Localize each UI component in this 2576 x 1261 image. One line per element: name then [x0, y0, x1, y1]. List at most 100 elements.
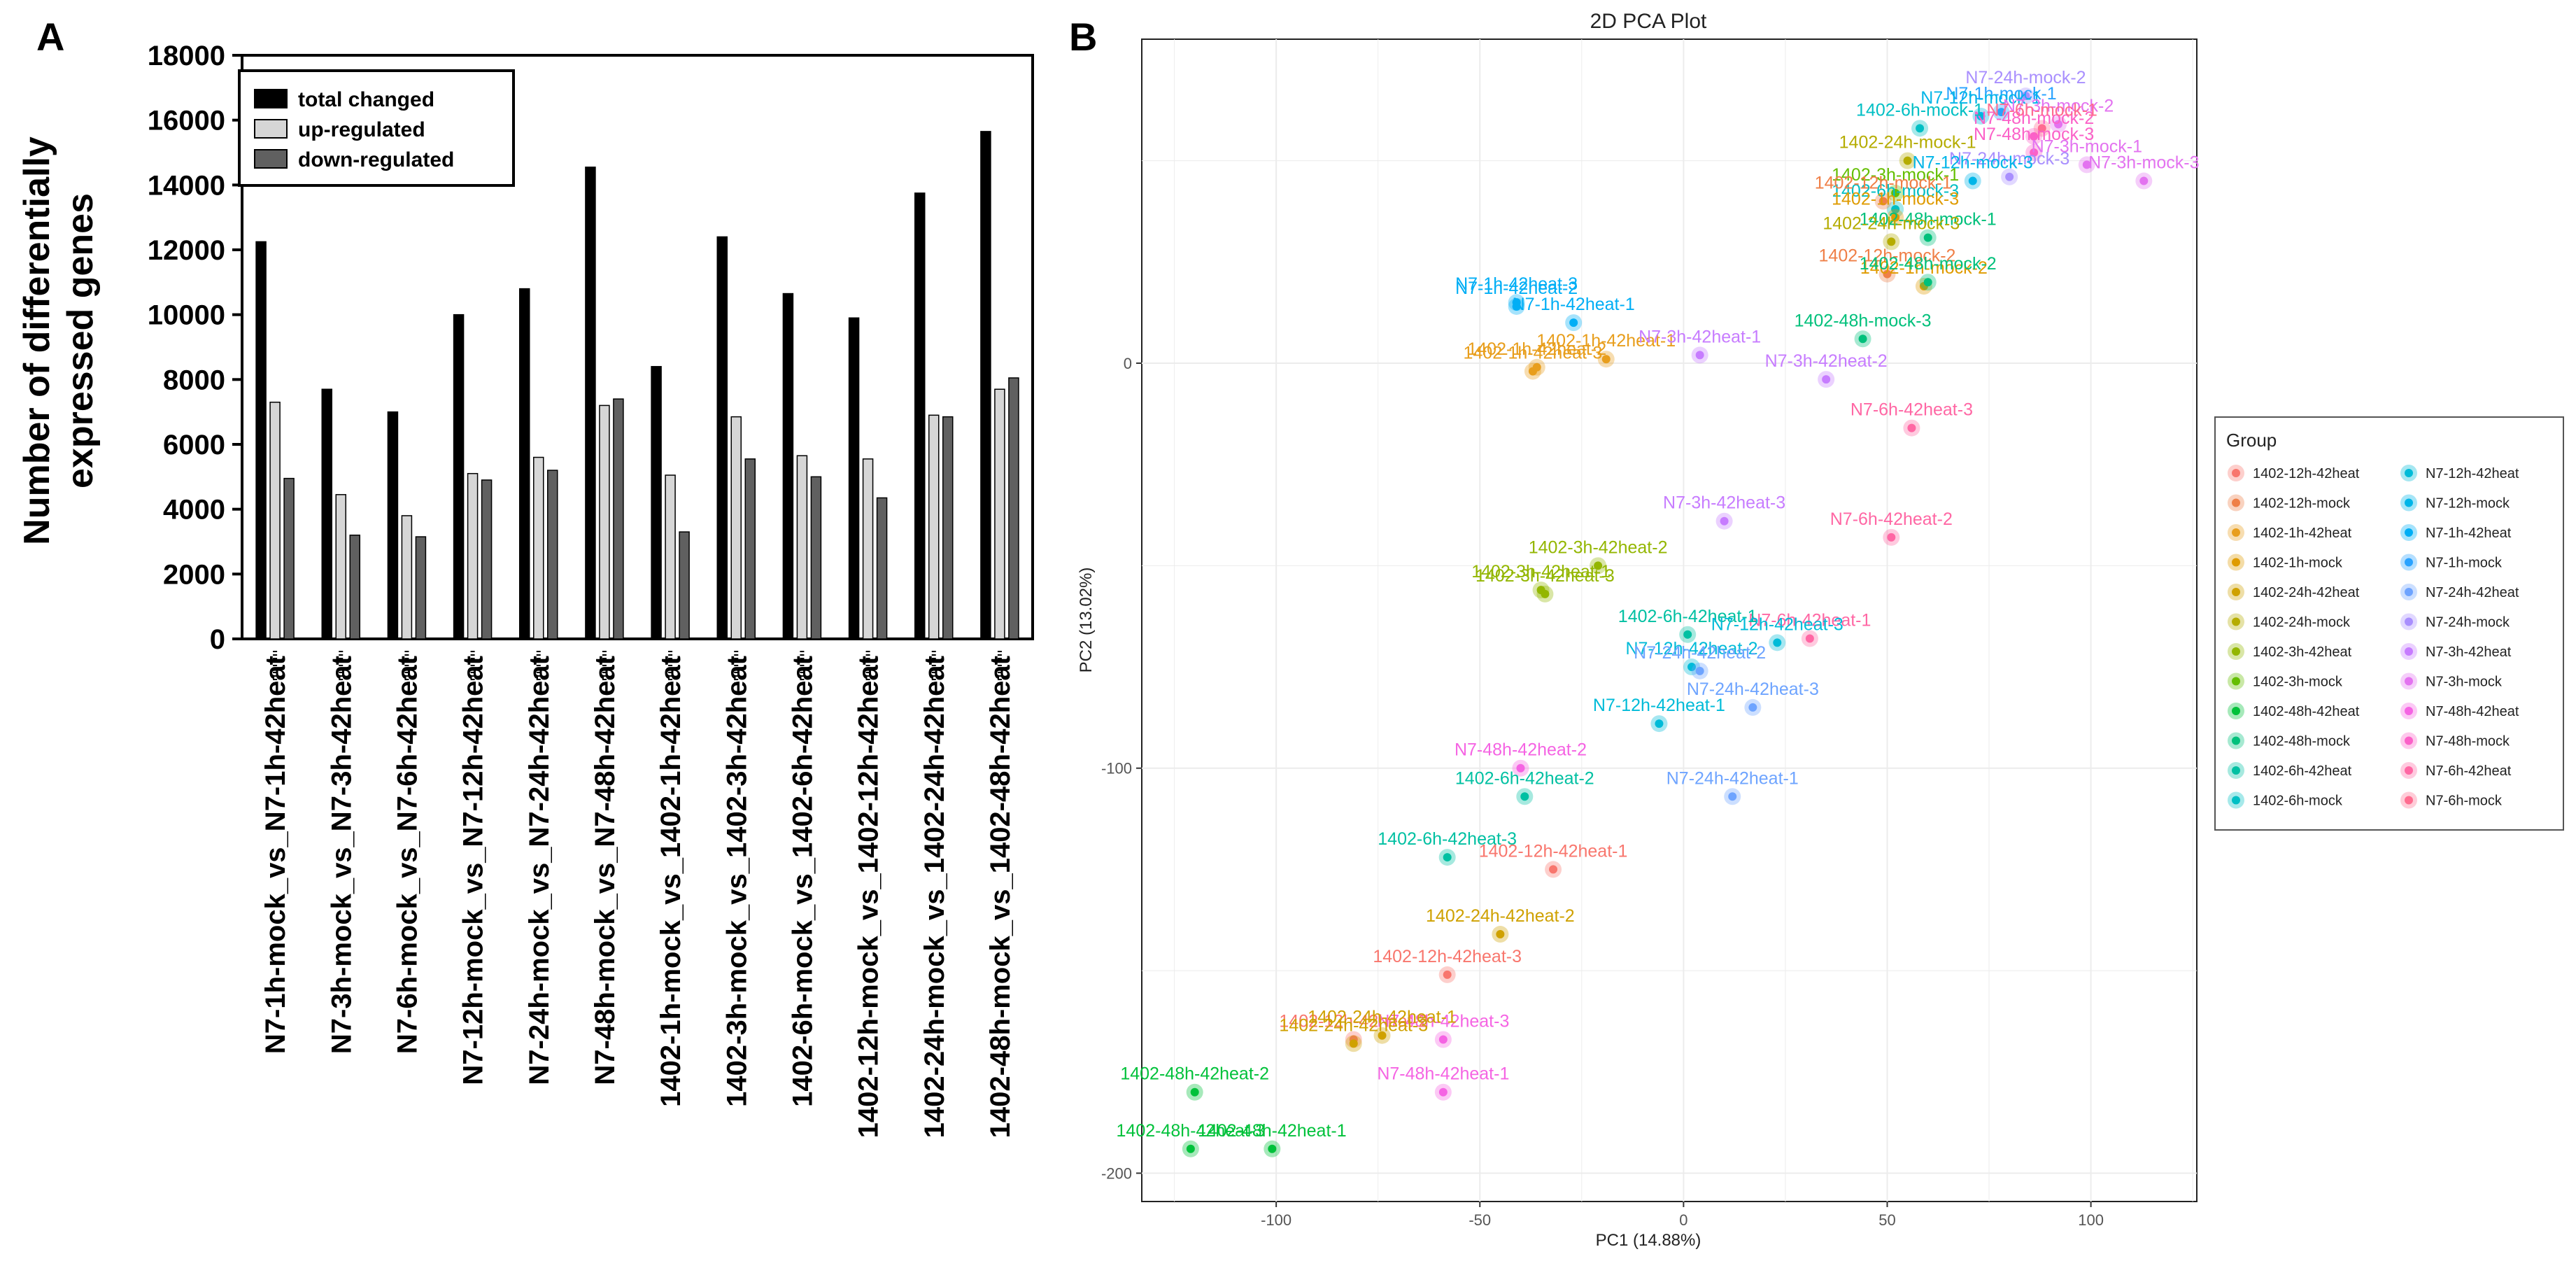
pca-legend-label: N7-12h-42heat — [2426, 466, 2519, 481]
pca-point — [1516, 763, 1525, 773]
pca-point-label: 1402-24h-mock-1 — [1839, 133, 1976, 153]
pca-point — [1891, 205, 1900, 214]
pca-point-label: 1402-6h-42heat-1 — [1618, 607, 1757, 626]
pca-point — [1438, 1087, 1448, 1097]
pca-point-label: N7-1h-42heat-2 — [1455, 279, 1578, 298]
pca-x-tick-label: 0 — [1679, 1211, 1687, 1229]
bar-total-changed-6 — [651, 366, 662, 640]
pca-x-tick-label: -50 — [1469, 1211, 1491, 1229]
pca-grid — [1142, 39, 2197, 1202]
pca-point-label: N7-24h-mock-3 — [1949, 149, 2069, 169]
bar-y-axis-title: Number of differentially expressed genes — [17, 136, 101, 545]
pca-point-label: 1402-6h-mock-3 — [1832, 181, 1959, 201]
pca-point-label: 1402-1h-mock-3 — [1832, 190, 1959, 209]
pca-point-label: N7-12h-mock-1 — [1920, 88, 2041, 108]
pca-y-tick-label: 0 — [1124, 355, 1132, 372]
pca-legend-swatch — [2232, 498, 2240, 507]
pca-ticks: -100 -50 0 50 100 -200 -100 0 — [1101, 355, 2104, 1229]
bar-down-regulated-5 — [613, 398, 624, 640]
bar-y-ticks: 0 2000 4000 6000 8000 10000 12000 14000 16000 180… — [148, 41, 242, 655]
bar-y-tick-label: 0 — [210, 624, 225, 655]
pca-legend-label: 1402-3h-mock — [2253, 675, 2343, 690]
pca-legend: Group 1402-12h-42heat 1402-12h-mock 1402-1… — [2214, 416, 2564, 831]
pca-x-tick-label: 100 — [2078, 1211, 2104, 1229]
bar-y-axis-title-line2: expressed genes — [60, 193, 101, 488]
pca-point — [1569, 318, 1578, 327]
bar-down-regulated-10 — [942, 416, 954, 640]
pca-point — [1968, 176, 1977, 185]
bar-total-changed-0 — [255, 241, 267, 640]
bar-down-regulated-7 — [744, 458, 756, 640]
pca-legend-swatch — [2232, 528, 2240, 537]
bar-category-label: N7-1h-mock_vs_N7-1h-42heat — [260, 656, 291, 1054]
bar-category-label: 1402-3h-mock_vs_1402-3h-42heat — [721, 656, 752, 1107]
pca-x-tick-label: 50 — [1878, 1211, 1895, 1229]
bar-category-label: N7-24h-mock_vs_N7-24h-42heat — [524, 656, 555, 1085]
bar-down-regulated-1 — [349, 534, 360, 640]
bar-legend-label: total changed — [298, 88, 434, 111]
pca-point — [1655, 719, 1664, 728]
pca-legend-swatch — [2405, 528, 2413, 537]
pca-legend-label: 1402-24h-mock — [2253, 615, 2351, 630]
bar-category-label: 1402-12h-mock_vs_1402-12h-42heat — [854, 656, 884, 1138]
pca-point-label: 1402-12h-42heat-3 — [1373, 947, 1522, 966]
pca-point — [2030, 132, 2039, 141]
pca-legend-label: N7-1h-mock — [2426, 556, 2503, 571]
pca-point-label: 1402-24h-42heat-2 — [1426, 906, 1575, 926]
pca-y-tick-label: -200 — [1101, 1164, 1132, 1182]
bar-y-tick-label: 4000 — [163, 495, 225, 526]
pca-legend-label: 1402-1h-mock — [2253, 556, 2343, 571]
pca-legend-swatch — [2232, 588, 2240, 596]
pca-point — [1878, 197, 1888, 206]
bar-down-regulated-9 — [876, 497, 888, 640]
pca-point — [2037, 124, 2046, 133]
bar-plot-frame — [241, 54, 1034, 640]
pca-point — [2021, 92, 2030, 101]
pca-point-label: 1402-6h-42heat-3 — [1378, 829, 1517, 849]
pca-x-tick-label: -100 — [1261, 1211, 1291, 1229]
bar-category-label: 1402-6h-mock_vs_1402-6h-42heat — [787, 656, 818, 1107]
pca-point — [1891, 213, 1900, 222]
bar-total-changed-7 — [716, 236, 728, 640]
pca-point-label: N7-12h-mock-3 — [1913, 153, 2033, 173]
pca-point — [1891, 188, 1900, 197]
pca-legend-label: N7-3h-mock — [2426, 675, 2503, 690]
pca-point-label: 1402-3h-42heat-3 — [1475, 566, 1615, 586]
pca-legend-swatch — [2405, 647, 2413, 656]
pca-legend-swatch — [2405, 677, 2413, 686]
pca-legend-swatch — [2232, 736, 2240, 745]
pca-point-label: 1402-48h-42heat-3 — [1117, 1121, 1266, 1141]
pca-point — [1773, 638, 1782, 647]
pca-point — [2082, 160, 2091, 169]
pca-point — [1903, 156, 1912, 165]
pca-legend-swatch — [2405, 736, 2413, 745]
pca-legend-label: N7-6h-mock — [2426, 794, 2503, 809]
bar-category-labels: N7-1h-mock_vs_N7-1h-42heat N7-3h-mock_vs_… — [260, 656, 1016, 1138]
bar-up-regulated-11 — [994, 388, 1005, 640]
pca-point-label: N7-12h-42heat-2 — [1626, 639, 1758, 658]
pca-point-label: N7-48h-mock-2 — [1974, 108, 2094, 128]
pca-point-label: N7-24h-mock-2 — [1965, 68, 2086, 87]
panel-b-letter: B — [1069, 15, 1097, 59]
bar-total-changed-4 — [519, 288, 530, 640]
pca-legend-label: N7-12h-mock — [2426, 496, 2510, 512]
bar-category-label: 1402-48h-mock_vs_1402-48h-42heat — [985, 656, 1016, 1138]
pca-legend-label: N7-1h-42heat — [2426, 526, 2512, 541]
pca-point — [1528, 367, 1537, 376]
pca-point — [1496, 930, 1505, 939]
bar-legend-swatch — [254, 119, 288, 139]
pca-point-label: N7-12h-42heat-3 — [1711, 614, 1843, 634]
pca-point — [1887, 533, 1896, 542]
pca-legend-label: 1402-48h-mock — [2253, 734, 2351, 749]
pca-legend-label: N7-3h-42heat — [2426, 644, 2512, 660]
pca-point-label: 1402-1h-mock-2 — [1860, 258, 1988, 278]
bar-y-tick-label: 16000 — [148, 106, 225, 136]
pca-legend-label: 1402-24h-42heat — [2253, 585, 2360, 600]
pca-point — [1923, 278, 1932, 287]
pca-point — [1443, 853, 1452, 862]
bar-series-marks — [255, 131, 1019, 640]
bar-y-tick-label: 2000 — [163, 559, 225, 590]
pca-legend-swatch — [2405, 766, 2413, 775]
pca-point — [1349, 1039, 1358, 1048]
bar-y-axis-title-line1: Number of differentially — [17, 136, 57, 545]
